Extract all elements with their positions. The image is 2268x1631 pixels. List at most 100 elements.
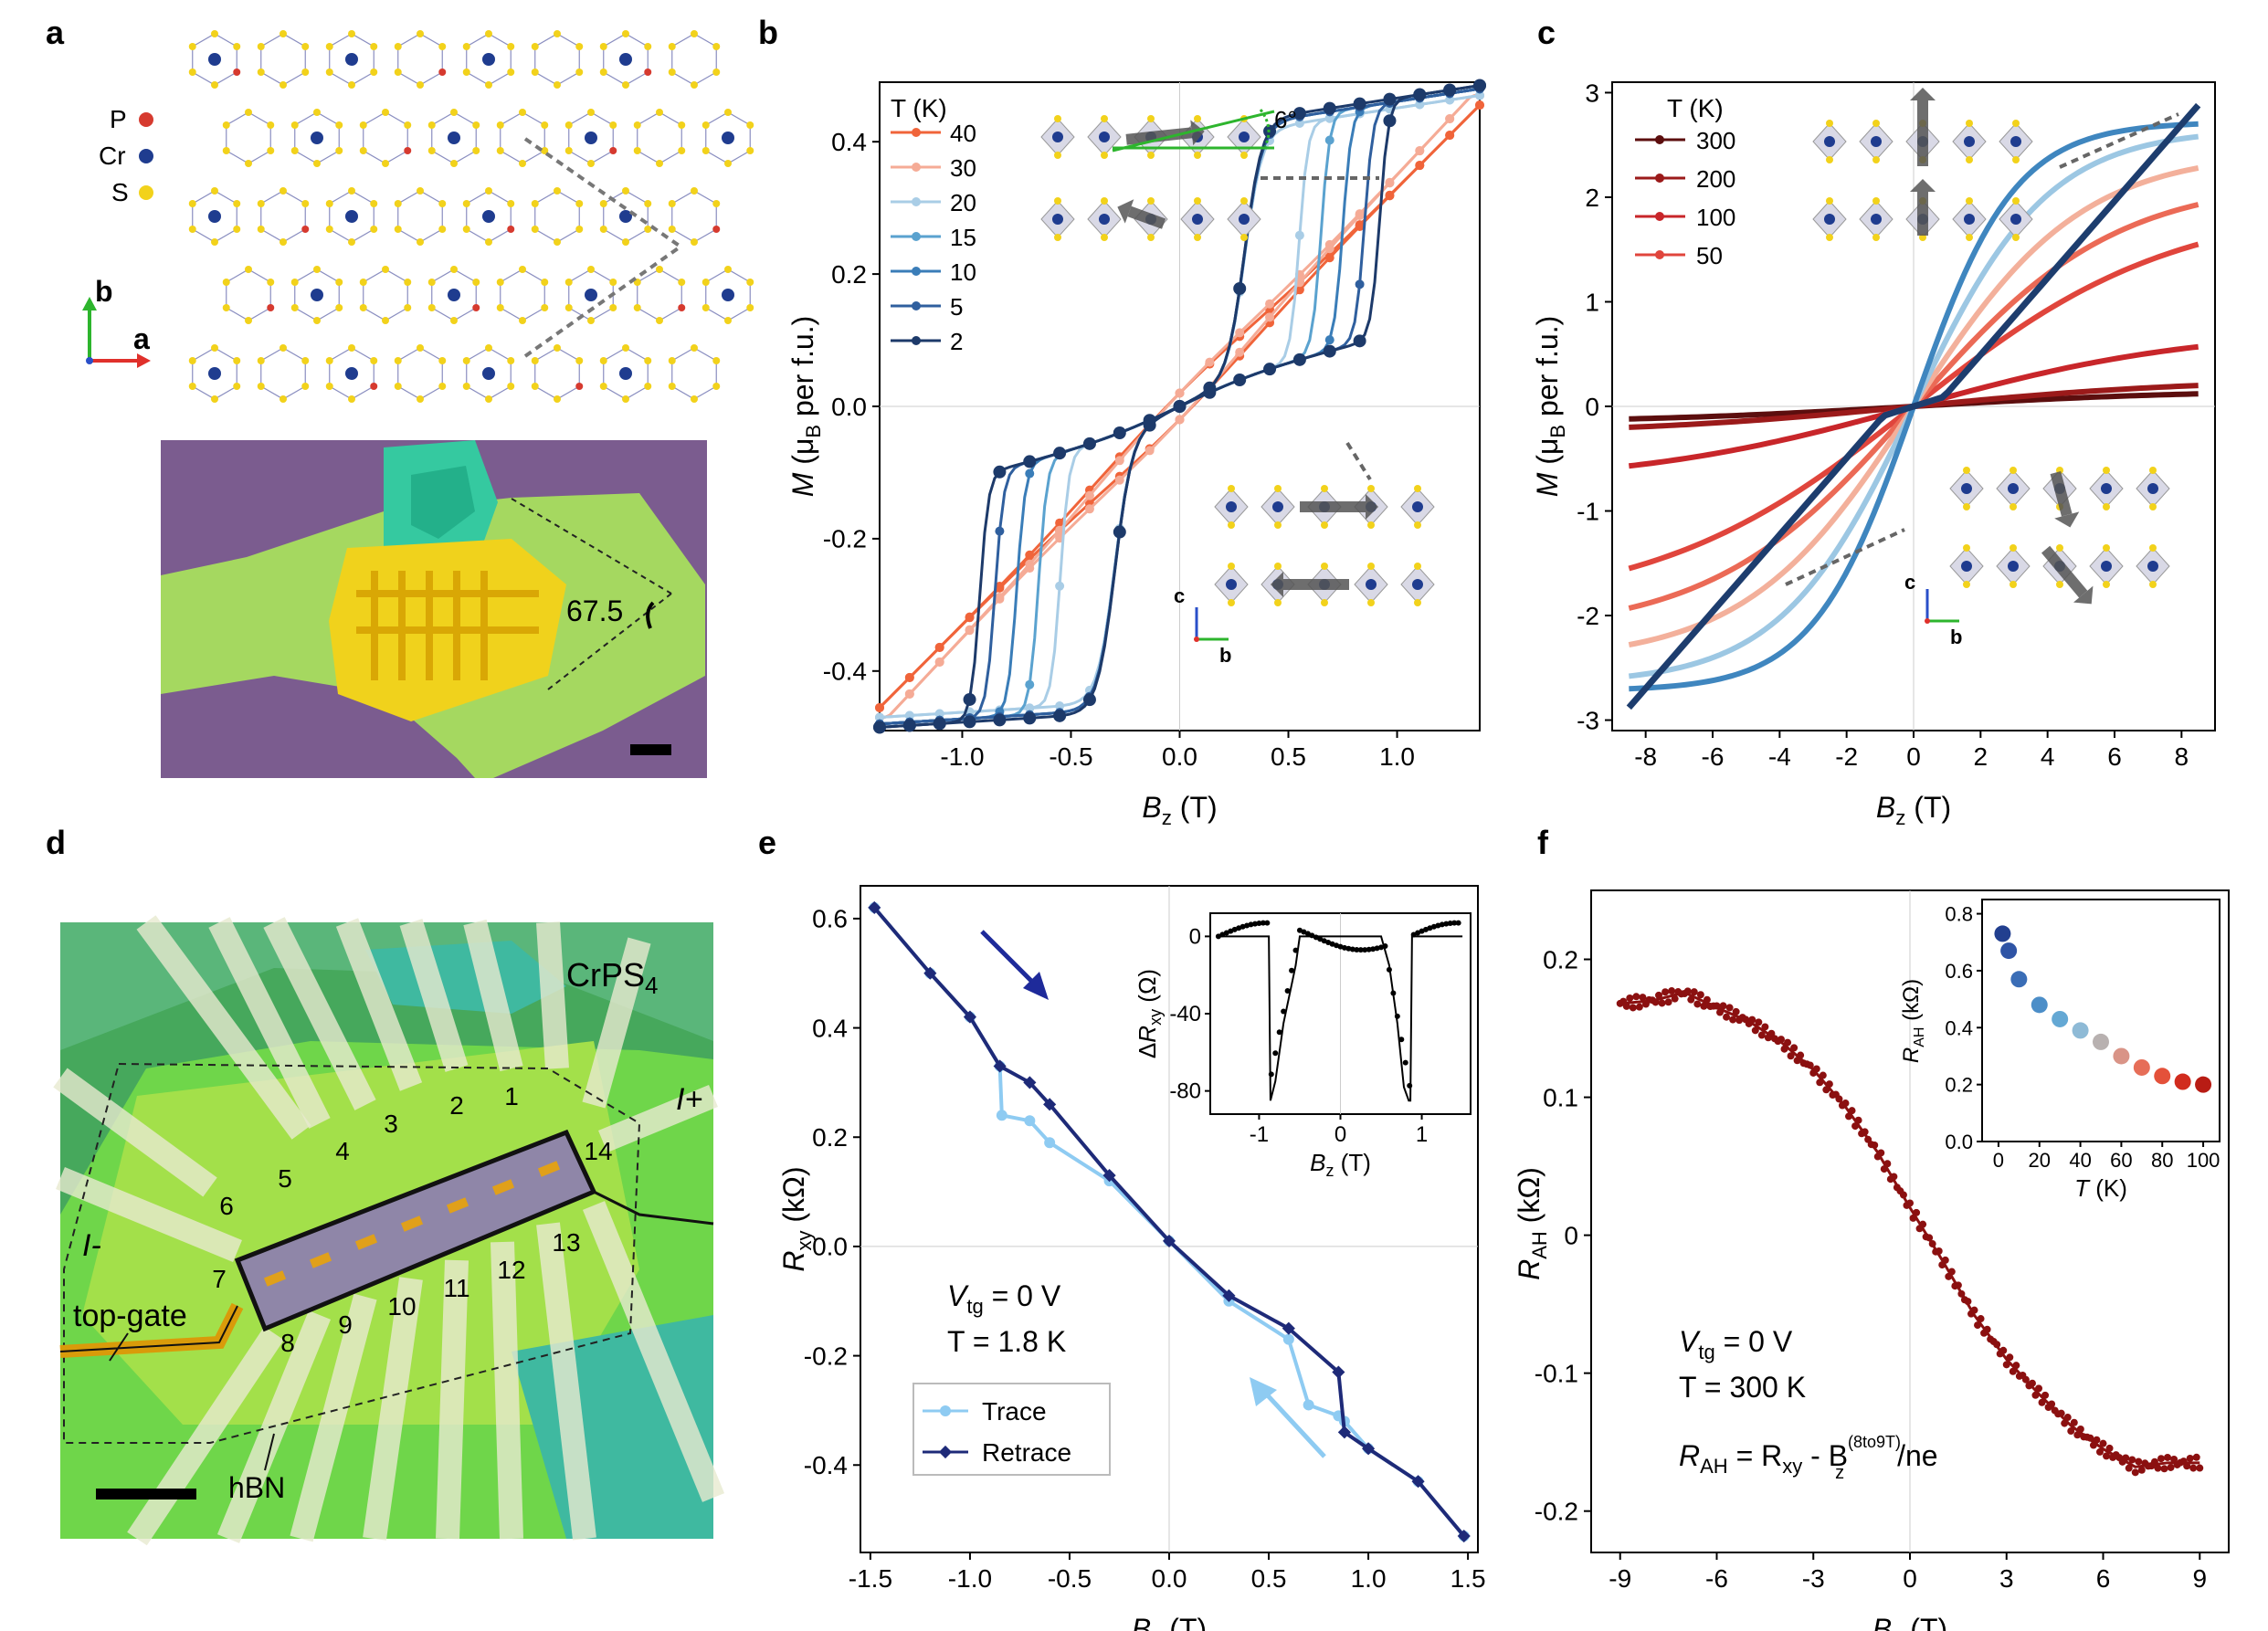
- b-point-20: [1415, 100, 1425, 110]
- lattice-atom-s: [668, 43, 676, 50]
- spin-arrow-head: [2073, 585, 2094, 605]
- e-legend-label-Retrace: Retrace: [982, 1438, 1071, 1467]
- lattice-atom-s: [417, 395, 424, 403]
- b-point-40: [995, 583, 1005, 593]
- c-xtick-label: -8: [1634, 742, 1657, 771]
- lattice-atom-s: [382, 109, 389, 116]
- b-point-15: [1025, 679, 1035, 689]
- f-point: [1658, 999, 1666, 1007]
- f-xtick-label: -9: [1609, 1564, 1631, 1593]
- f-point: [1861, 1128, 1869, 1136]
- c-xtick-label: -6: [1702, 742, 1725, 771]
- lattice-atom-cr: [311, 289, 323, 301]
- lattice-atom-cr: [585, 289, 597, 301]
- lattice-atom-s: [257, 226, 265, 233]
- lattice-atom-s: [531, 357, 539, 364]
- lattice-atom-s: [301, 383, 310, 390]
- e-xtick-label: 0.5: [1251, 1564, 1287, 1593]
- e-inset-point: [1370, 946, 1377, 952]
- b-point-30: [1265, 299, 1275, 309]
- lattice-atom-s: [633, 304, 641, 311]
- e-inset-point: [1281, 1008, 1287, 1015]
- lattice-atom-s: [701, 121, 710, 129]
- lattice-atom-s: [712, 200, 721, 207]
- lattice-atom-s: [267, 279, 275, 286]
- lattice-atom-s: [245, 266, 252, 273]
- b-legend-marker-15: [912, 232, 921, 241]
- lattice-atom-s: [313, 266, 321, 273]
- lattice-bond: [260, 347, 306, 400]
- lattice-atom-s: [622, 81, 629, 89]
- device-lead: [335, 918, 423, 1091]
- crystal-atom-s: [1228, 485, 1235, 492]
- f-inset-frame: [1981, 899, 2221, 1142]
- lattice-atom-s: [507, 200, 515, 207]
- lattice-atom-cr: [208, 367, 221, 380]
- crystal-atom-s: [2010, 503, 2017, 510]
- f-inset-point: [2072, 1022, 2089, 1039]
- e-point-Trace: [1303, 1399, 1314, 1411]
- crystal-atom-s: [1966, 156, 1973, 163]
- lattice-atom-s: [211, 30, 218, 37]
- lattice-atom-s: [622, 30, 629, 37]
- b-point-40: [1475, 100, 1484, 110]
- crystal-atom-cr: [1871, 136, 1882, 147]
- f-point: [1851, 1122, 1860, 1131]
- lattice-atom-s: [280, 344, 287, 352]
- lattice-atom-s: [462, 200, 470, 207]
- lattice-atom-s: [462, 43, 470, 50]
- chart-f: -9 -6 -3 0 3 6 9 -0.2 -0.1 0 0.1 0.2 RAH (kΩ) Bz (T) 0…: [1513, 889, 2230, 1631]
- lattice-atom-s: [188, 43, 196, 50]
- current-minus-label: I-: [82, 1228, 101, 1263]
- legend-s-dot: [139, 185, 153, 200]
- spin-arrow-head: [2054, 511, 2080, 528]
- crystal-atom-s: [1274, 521, 1282, 529]
- lattice-bond: [397, 33, 443, 86]
- crystal-atom-s: [1274, 599, 1282, 606]
- crystal-atom-cr: [1824, 136, 1835, 147]
- b-legend-label-15: 15: [950, 224, 976, 251]
- vtg-label-e: Vtg = 0 V: [947, 1279, 1061, 1318]
- crystal-atom-s: [2012, 156, 2020, 163]
- b-point-2: [1443, 83, 1457, 97]
- crystal-atom-cr: [1052, 132, 1063, 142]
- lattice-atom-s: [438, 43, 447, 50]
- lattice-atom-cr: [619, 210, 632, 223]
- f-point: [2093, 1436, 2101, 1444]
- lattice-atom-s: [394, 357, 402, 364]
- f-point: [2125, 1464, 2133, 1472]
- e-inset-point: [1276, 1029, 1282, 1036]
- e-inset-point: [1260, 920, 1266, 926]
- lattice-atom-s: [622, 344, 629, 352]
- b-point-30: [904, 689, 914, 699]
- f-point: [2035, 1384, 2043, 1393]
- f-point: [2041, 1391, 2050, 1399]
- f-point: [2128, 1456, 2136, 1464]
- lattice-atom-cr: [208, 210, 221, 223]
- b-point-2: [1233, 374, 1247, 387]
- spin-inset-c-top: [1812, 88, 2179, 241]
- c-series-curve-8: [1626, 102, 2201, 710]
- material-label: CrPS4: [566, 956, 658, 999]
- contact-label-1: 1: [504, 1082, 519, 1110]
- b-point-5: [1355, 279, 1365, 289]
- e-point-Trace: [996, 1110, 1007, 1121]
- lattice-atom-s: [313, 160, 321, 167]
- lattice-atom-s: [450, 160, 458, 167]
- f-point: [1913, 1208, 1921, 1216]
- c-ytick-label: -3: [1577, 706, 1599, 734]
- f-point: [2048, 1400, 2056, 1408]
- spin-arrow: [2050, 471, 2073, 517]
- inset-angle-b: 6°: [1274, 106, 1297, 133]
- b-point-15: [1324, 135, 1334, 145]
- lattice-atom-s: [519, 266, 526, 273]
- b-point-30: [1265, 312, 1275, 322]
- lattice-atom-s: [335, 279, 343, 286]
- b-point-40: [1415, 161, 1425, 171]
- lattice-atom-s: [427, 121, 436, 129]
- crystal-atom-s: [1321, 521, 1328, 529]
- f-ytick-label: 0.1: [1543, 1083, 1578, 1111]
- device-lead: [127, 1326, 284, 1546]
- e-inset-xtick-label: 1: [1416, 1122, 1428, 1147]
- lattice-atom-s: [599, 383, 607, 390]
